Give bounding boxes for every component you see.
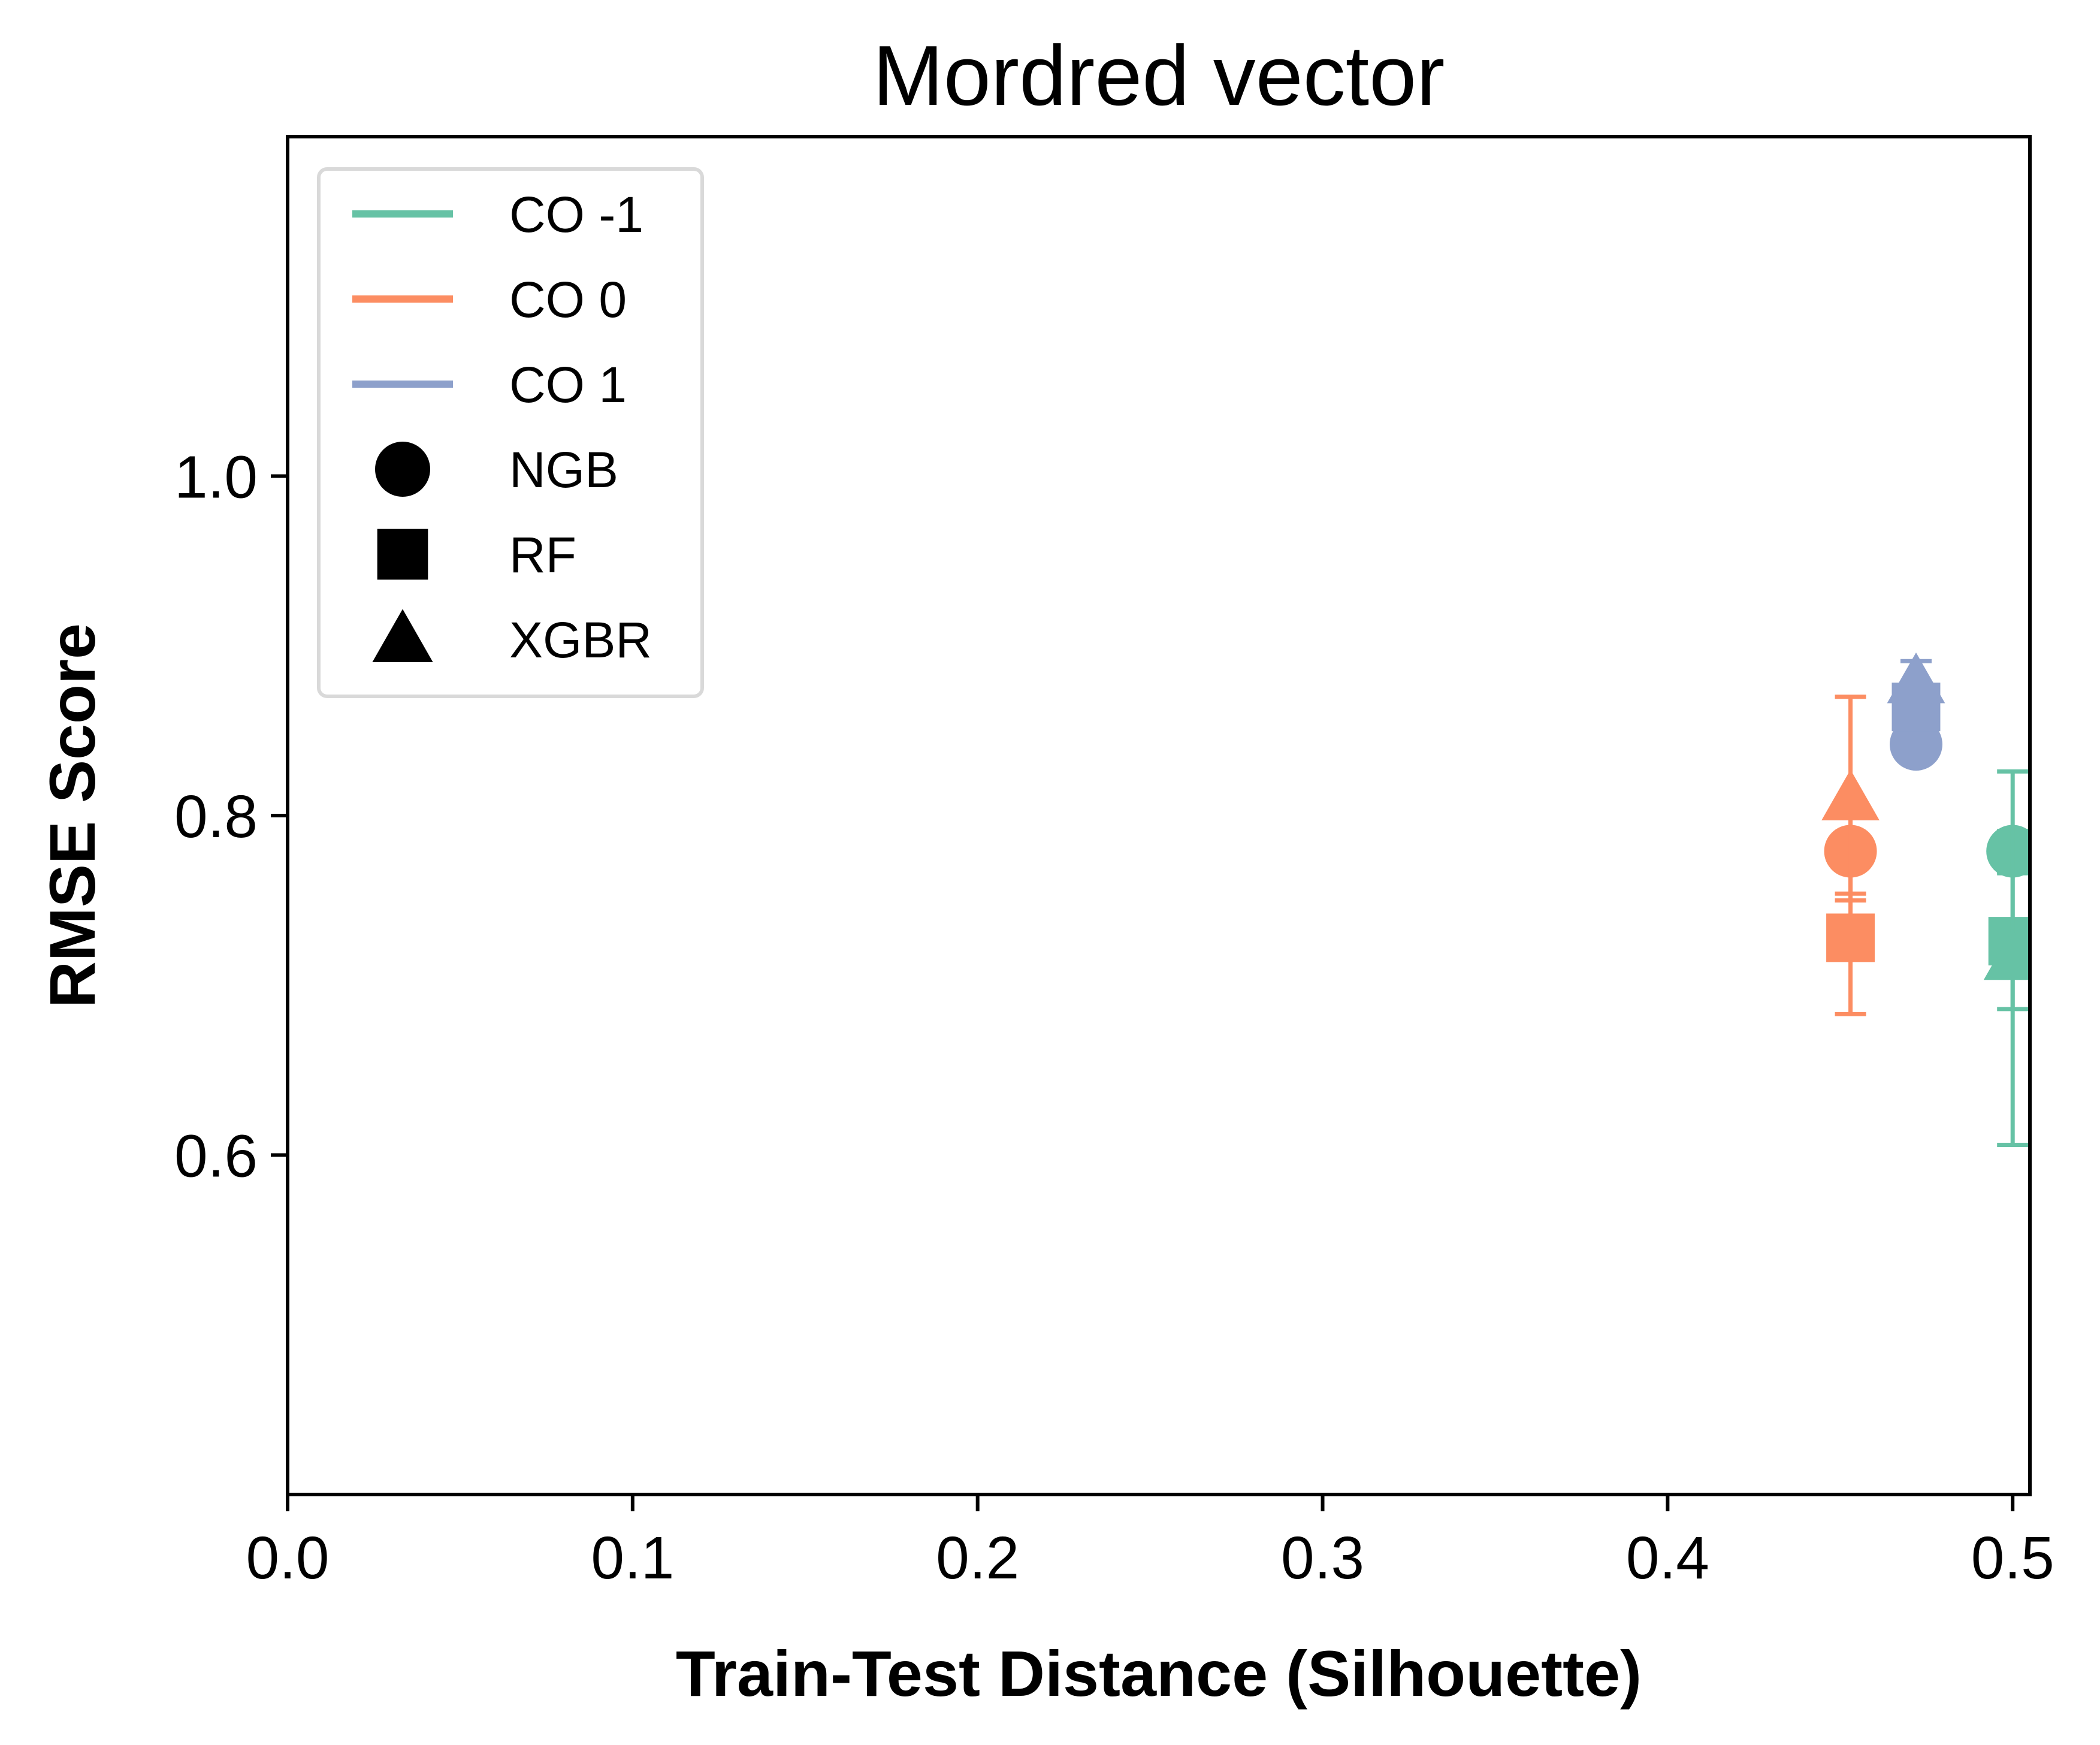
y-tick-label: 1.0 (174, 444, 258, 511)
marker-square (1826, 913, 1875, 962)
marker-triangle (1821, 769, 1880, 820)
legend-label: RF (509, 527, 576, 583)
data-marks (1821, 652, 2030, 1148)
legend-item-co_0: CO 0 (352, 271, 627, 328)
x-tick-label: 0.5 (1971, 1524, 2054, 1592)
legend-marker-square (377, 529, 428, 580)
y-axis: 0.6 0.8 1.0 (174, 444, 288, 1190)
legend-label: XGBR (509, 612, 652, 668)
x-axis-label: Train-Test Distance (Silhouette) (676, 1637, 1642, 1710)
legend-item-co_1: CO 1 (352, 357, 627, 413)
marker-triangle (1983, 929, 2030, 980)
legend-item-rf: RF (377, 527, 576, 583)
y-tick-label: 0.8 (174, 783, 258, 850)
x-tick-label: 0.2 (936, 1524, 1019, 1592)
y-axis-label: RMSE Score (36, 623, 108, 1008)
chart-title: Mordred vector (873, 28, 1445, 123)
legend-marker-triangle (372, 609, 433, 662)
y-tick-label: 0.6 (174, 1123, 258, 1190)
data-point-co_0-xgbr (1821, 695, 1880, 903)
x-tick-label: 0.1 (591, 1524, 674, 1592)
legend-label: CO 0 (509, 271, 627, 328)
legend-label: CO 1 (509, 357, 627, 413)
legend: CO -1 CO 0 CO 1 NGB RF XGBR (317, 167, 704, 698)
legend-label: CO -1 (509, 186, 643, 243)
data-point-co_m1-xgbr (1983, 769, 2030, 1148)
x-tick-label: 0.0 (246, 1524, 329, 1592)
x-axis: 0.0 0.1 0.2 0.3 0.4 0.5 (246, 1495, 2054, 1592)
x-tick-label: 0.4 (1626, 1524, 1709, 1592)
marker-triangle (1887, 652, 1945, 704)
legend-item-co_m1: CO -1 (352, 186, 643, 243)
legend-label: NGB (509, 442, 618, 498)
legend-item-ngb: NGB (375, 442, 618, 498)
legend-item-xgbr: XGBR (372, 609, 652, 668)
legend-marker-circle (375, 442, 430, 497)
marker-circle (1986, 825, 2030, 878)
data-point-co_1-xgbr (1887, 652, 1945, 704)
x-tick-label: 0.3 (1281, 1524, 1364, 1592)
data-point-co_0-rf (1826, 859, 1875, 1016)
